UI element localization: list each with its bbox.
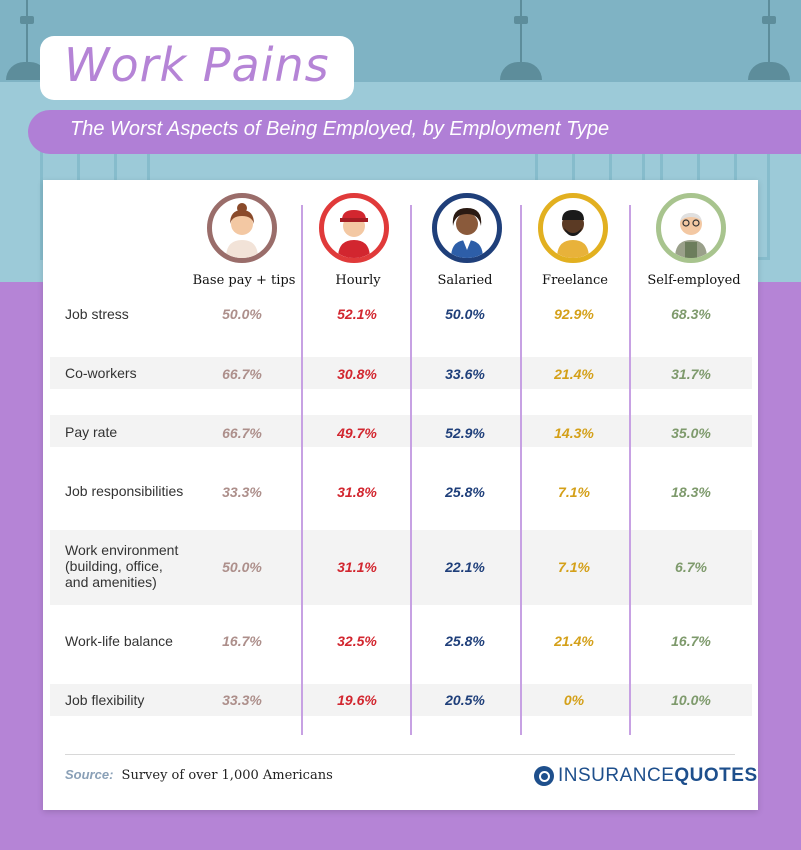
column-header-base-pay: Base pay + tips bbox=[192, 273, 296, 288]
value-cell: 35.0% bbox=[671, 425, 711, 441]
row-label-job-responsibilities: Job responsibilities bbox=[65, 483, 184, 499]
freelance-worker-avatar-icon bbox=[538, 193, 608, 263]
brand-name-part2: QUOTES bbox=[674, 765, 758, 786]
insurancequotes-logo-icon bbox=[534, 766, 554, 786]
value-cell: 18.3% bbox=[671, 484, 711, 500]
value-cell: 33.3% bbox=[222, 692, 262, 708]
column-divider bbox=[410, 205, 412, 735]
value-cell: 16.7% bbox=[671, 633, 711, 649]
value-cell: 25.8% bbox=[445, 633, 485, 649]
brand-logo: INSURANCE QUOTES bbox=[534, 765, 758, 787]
value-cell: 49.7% bbox=[337, 425, 377, 441]
row-label-job-stress: Job stress bbox=[65, 306, 129, 322]
value-cell: 10.0% bbox=[671, 692, 711, 708]
self-employed-worker-avatar-icon bbox=[656, 193, 726, 263]
row-band bbox=[50, 415, 752, 447]
subtitle-bar bbox=[28, 110, 801, 154]
value-cell: 19.6% bbox=[337, 692, 377, 708]
column-header-salaried: Salaried bbox=[437, 273, 493, 288]
source-note: Source: Survey of over 1,000 Americans bbox=[65, 767, 333, 783]
value-cell: 16.7% bbox=[222, 633, 262, 649]
value-cell: 22.1% bbox=[445, 559, 485, 575]
column-divider bbox=[301, 205, 303, 735]
value-cell: 33.6% bbox=[445, 366, 485, 382]
value-cell: 0% bbox=[563, 692, 585, 708]
row-label-work-environment: Work environment (building, office, and … bbox=[65, 542, 179, 590]
value-cell: 7.1% bbox=[558, 484, 590, 500]
value-cell: 52.1% bbox=[337, 306, 377, 322]
value-cell: 31.8% bbox=[337, 484, 377, 500]
column-header-self-employed: Self-employed bbox=[647, 273, 741, 288]
value-cell: 31.1% bbox=[337, 559, 377, 575]
value-cell: 66.7% bbox=[222, 366, 262, 382]
row-band bbox=[50, 357, 752, 389]
value-cell: 52.9% bbox=[445, 425, 485, 441]
value-cell: 30.8% bbox=[337, 366, 377, 382]
value-cell: 31.7% bbox=[671, 366, 711, 382]
value-cell: 50.0% bbox=[222, 306, 262, 322]
value-cell: 7.1% bbox=[558, 559, 590, 575]
column-divider bbox=[629, 205, 631, 735]
row-label-pay-rate: Pay rate bbox=[65, 424, 118, 440]
row-label-job-flexibility: Job flexibility bbox=[65, 692, 145, 708]
brand-name-part1: INSURANCE bbox=[558, 765, 675, 786]
footer-divider bbox=[65, 754, 735, 755]
value-cell: 33.3% bbox=[222, 484, 262, 500]
value-cell: 21.4% bbox=[554, 633, 594, 649]
salaried-worker-avatar-icon bbox=[432, 193, 502, 263]
source-label: Source: bbox=[65, 767, 114, 782]
value-cell: 66.7% bbox=[222, 425, 262, 441]
row-band bbox=[50, 684, 752, 716]
source-text: Survey of over 1,000 Americans bbox=[121, 768, 333, 783]
row-label-work-life-balance: Work-life balance bbox=[65, 633, 173, 649]
page-subtitle: The Worst Aspects of Being Employed, by … bbox=[70, 118, 610, 140]
value-cell: 68.3% bbox=[671, 306, 711, 322]
value-cell: 6.7% bbox=[675, 559, 707, 575]
value-cell: 21.4% bbox=[554, 366, 594, 382]
value-cell: 14.3% bbox=[554, 425, 594, 441]
base-pay-worker-avatar-icon bbox=[207, 193, 277, 263]
value-cell: 50.0% bbox=[222, 559, 262, 575]
row-band bbox=[50, 530, 752, 605]
value-cell: 50.0% bbox=[445, 306, 485, 322]
value-cell: 25.8% bbox=[445, 484, 485, 500]
title-box bbox=[40, 36, 354, 100]
value-cell: 92.9% bbox=[554, 306, 594, 322]
value-cell: 32.5% bbox=[337, 633, 377, 649]
value-cell: 20.5% bbox=[445, 692, 485, 708]
column-header-freelance: Freelance bbox=[542, 273, 608, 288]
row-label-co-workers: Co-workers bbox=[65, 365, 137, 381]
hourly-worker-avatar-icon bbox=[319, 193, 389, 263]
page-title: Work Pains bbox=[64, 38, 330, 92]
column-header-hourly: Hourly bbox=[335, 273, 381, 288]
column-divider bbox=[520, 205, 522, 735]
